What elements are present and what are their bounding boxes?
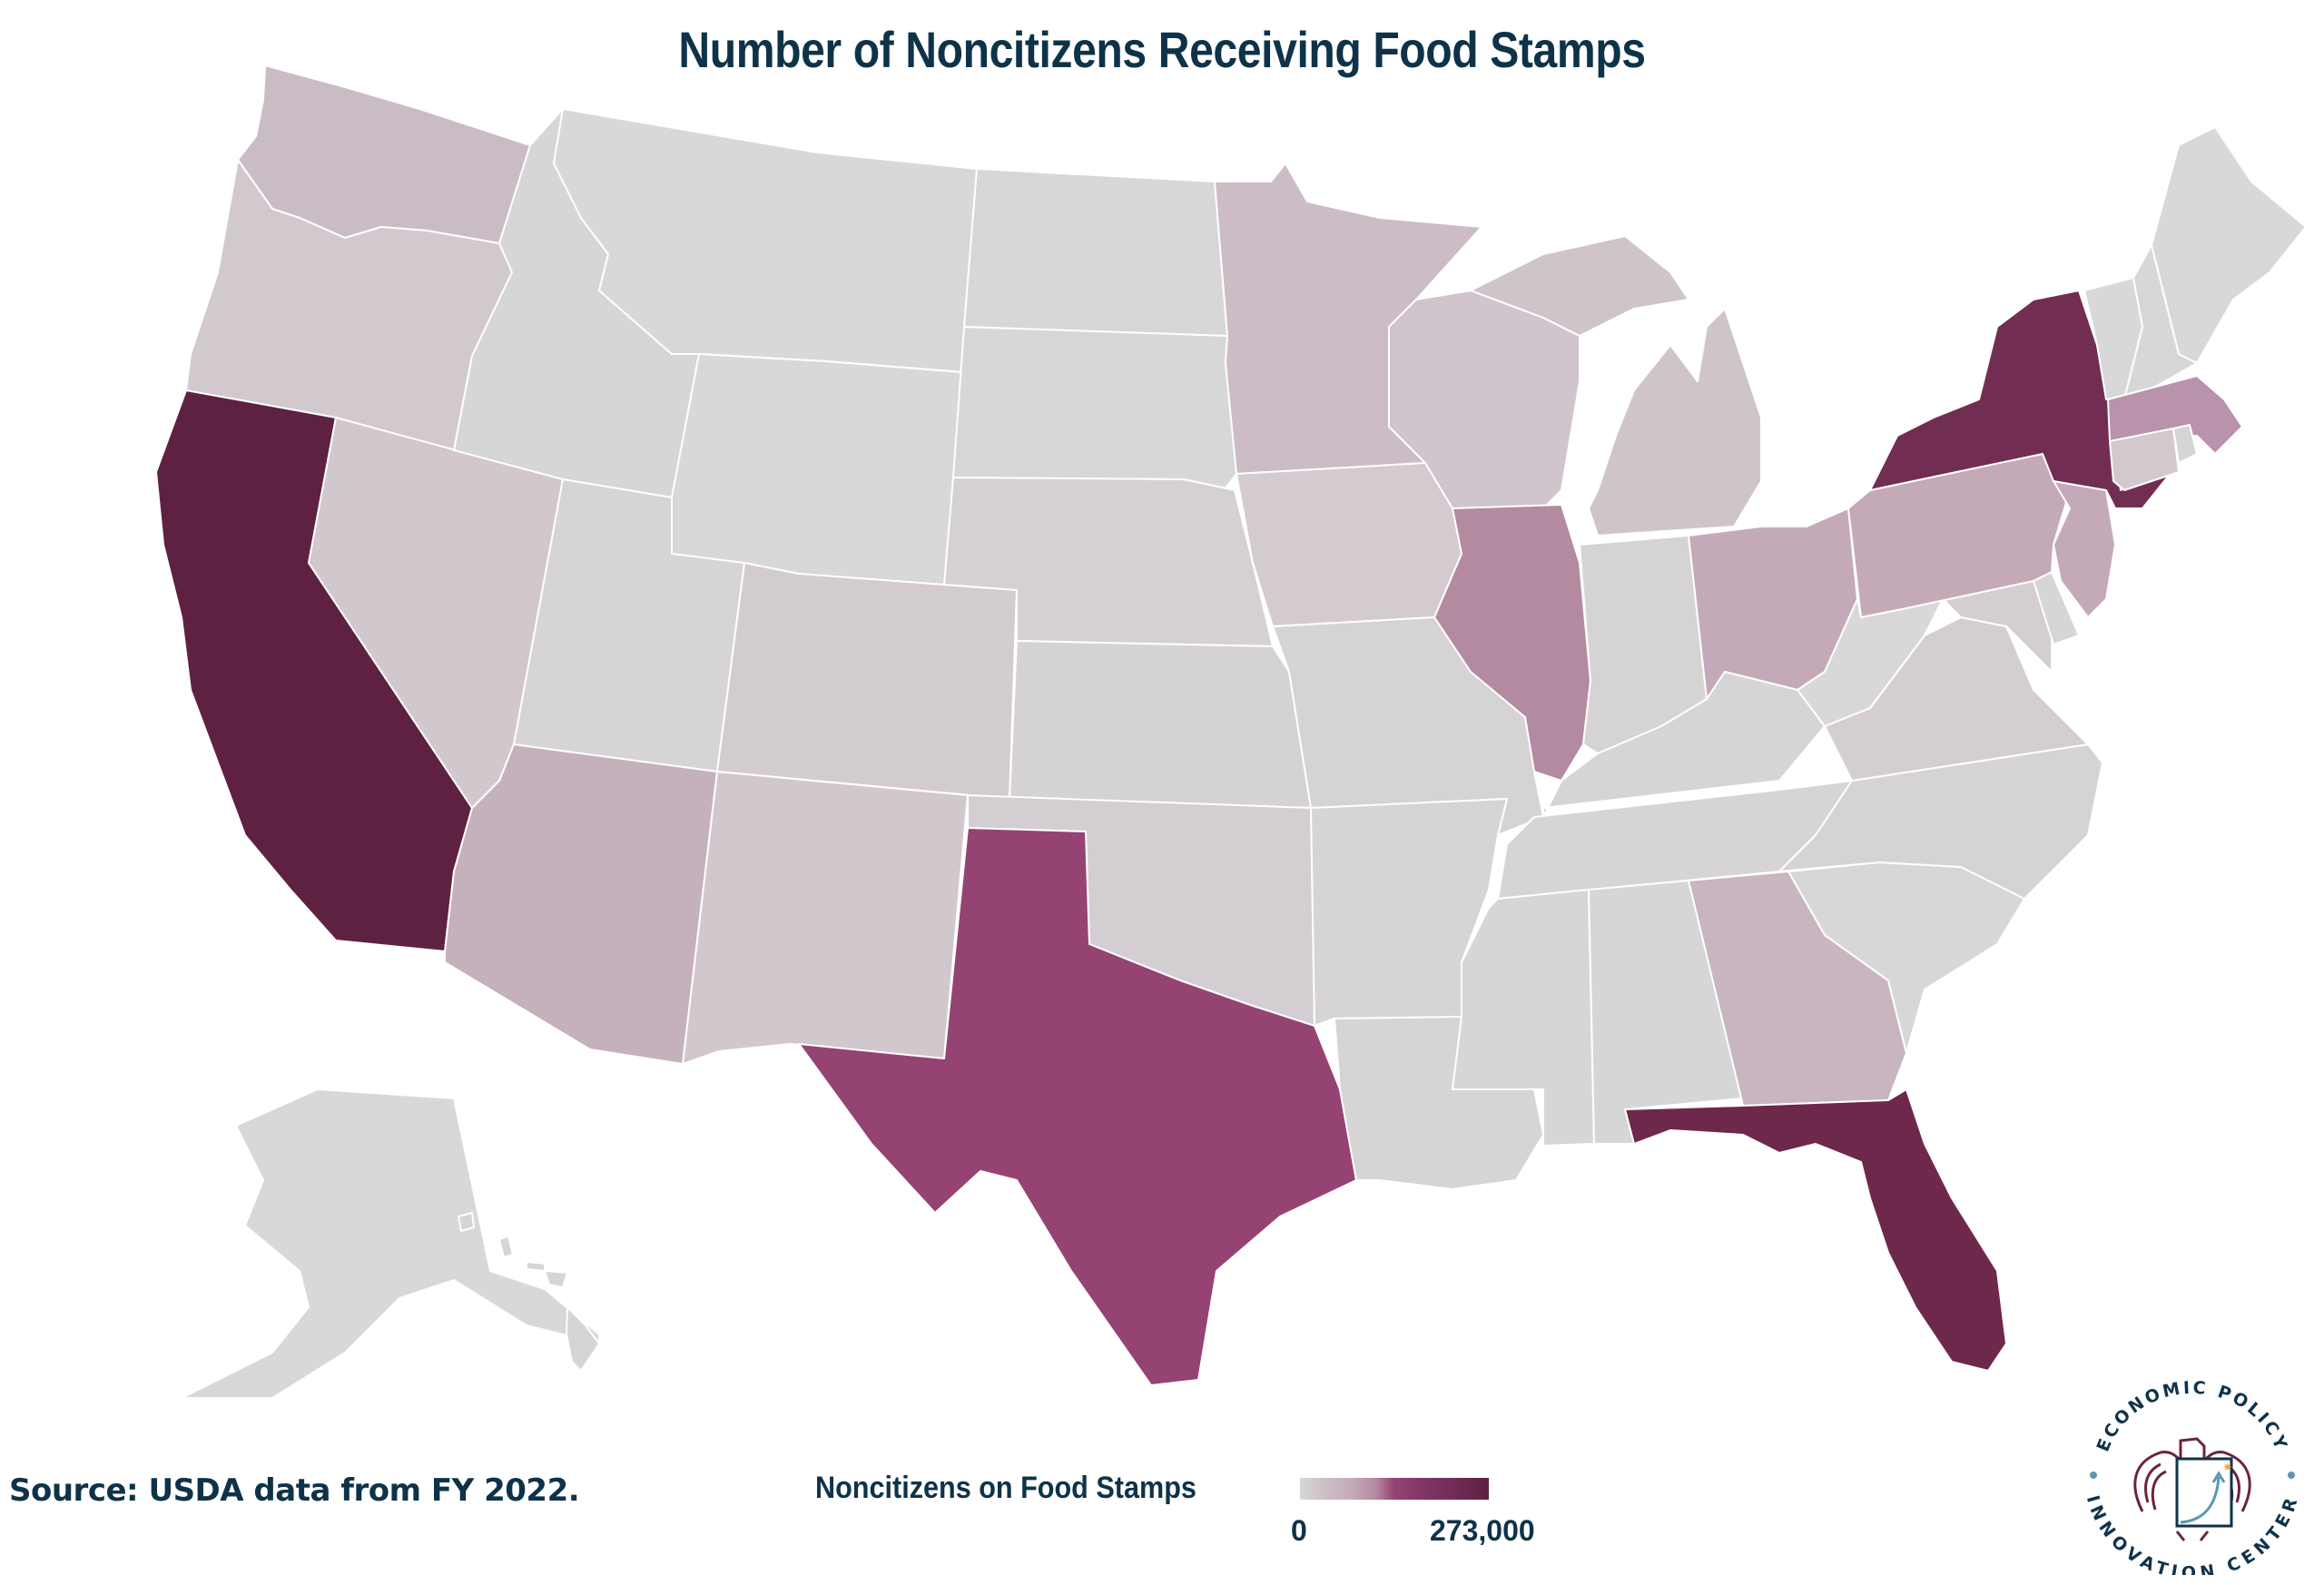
state-KY[interactable]	[1542, 671, 1826, 818]
state-ME[interactable]	[2151, 126, 2307, 364]
state-ND[interactable]	[963, 168, 1228, 337]
state-SD[interactable]	[952, 326, 1237, 491]
state-CO[interactable]	[716, 562, 1018, 800]
state-CT[interactable]	[2109, 428, 2180, 491]
state-KS[interactable]	[1009, 640, 1312, 809]
svg-text:ECONOMIC POLICY: ECONOMIC POLICY	[2093, 1378, 2292, 1455]
state-WI[interactable]	[1388, 290, 1581, 509]
state-NJ[interactable]	[2053, 480, 2116, 618]
legend-max-label: 273,000	[1430, 1514, 1535, 1547]
source-note: Source: USDA data from FY 2022.	[9, 1472, 580, 1509]
legend-title: Noncitizens on Food Stamps	[815, 1471, 1196, 1505]
chart-title: Number of Noncitizens Receiving Food Sta…	[678, 21, 1646, 78]
state-FA[interactable]	[1624, 1088, 2007, 1372]
state-MI[interactable]	[1588, 308, 1762, 537]
state-MT[interactable]	[553, 108, 978, 373]
state-RI[interactable]	[2172, 424, 2198, 464]
state-WY[interactable]	[671, 353, 963, 591]
legend-color-scale	[1300, 1478, 1489, 1500]
state-TX[interactable]	[798, 827, 1357, 1386]
star-icon: ✷	[2222, 1460, 2233, 1474]
state-NM[interactable]	[682, 771, 969, 1065]
economic-policy-innovation-center-logo: ECONOMIC POLICY INNOVATION CENTER ✷	[2083, 1378, 2299, 1575]
state-HI[interactable]	[458, 1212, 600, 1372]
state-IA[interactable]	[1236, 462, 1462, 627]
state-IL[interactable]	[1433, 504, 1591, 782]
state-AK[interactable]	[181, 1088, 600, 1399]
state-MI-upper[interactable]	[1470, 235, 1689, 337]
logo-top-text: ECONOMIC POLICY	[2093, 1378, 2290, 1455]
legend-min-label: 0	[1291, 1514, 1307, 1547]
state-NC[interactable]	[1778, 743, 2103, 900]
